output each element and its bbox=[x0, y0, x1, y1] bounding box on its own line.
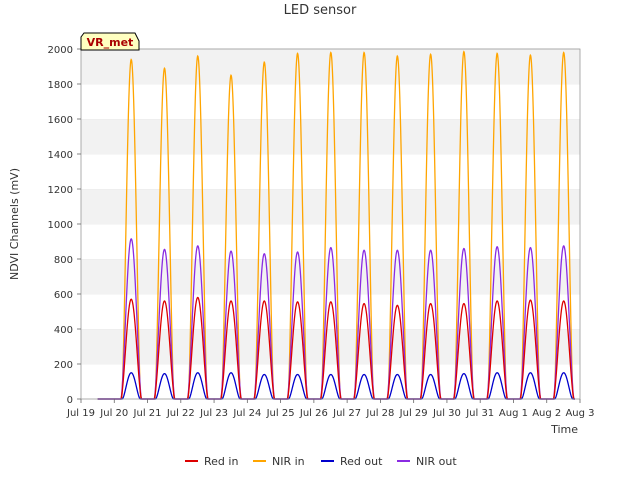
grid-bands bbox=[81, 48, 580, 399]
y-tick-label: 1800 bbox=[48, 80, 73, 91]
grid-band bbox=[81, 364, 580, 399]
x-tick-label: Jul 25 bbox=[266, 408, 295, 419]
x-tick-label: Jul 22 bbox=[166, 408, 195, 419]
y-tick-label: 200 bbox=[54, 360, 73, 371]
x-tick-label: Aug 2 bbox=[532, 408, 561, 419]
grid-band bbox=[81, 154, 580, 189]
x-tick-label: Jul 31 bbox=[465, 408, 494, 419]
x-tick-label: Jul 27 bbox=[332, 408, 361, 419]
x-tick-label: Jul 26 bbox=[299, 408, 328, 419]
y-tick-label: 1200 bbox=[48, 185, 73, 196]
y-tick-label: 1000 bbox=[48, 220, 73, 231]
x-tick-label: Jul 21 bbox=[133, 408, 162, 419]
annotation-box bbox=[80, 32, 140, 51]
legend-label: NIR out bbox=[416, 455, 457, 468]
annotation-text: VR_met bbox=[87, 36, 134, 49]
y-tick-label: 1400 bbox=[48, 150, 73, 161]
grid-band bbox=[81, 294, 580, 329]
x-axis-label: Time bbox=[550, 423, 578, 436]
y-axis: 0 200 400 600 800 1000 1200 1400 1600 1800 2000 bbox=[48, 45, 81, 406]
annotation-badge: VR_met bbox=[80, 32, 140, 51]
x-tick-label: Jul 23 bbox=[199, 408, 228, 419]
legend-label: Red in bbox=[204, 455, 238, 468]
legend-label: NIR in bbox=[272, 455, 305, 468]
y-tick-label: 800 bbox=[54, 255, 73, 266]
y-tick-label: 2000 bbox=[48, 45, 73, 56]
y-axis-label: NDVI Channels (mV) bbox=[8, 168, 21, 280]
grid-band bbox=[81, 84, 580, 119]
x-tick-label: Jul 19 bbox=[66, 408, 95, 419]
x-tick-label: Jul 24 bbox=[232, 408, 261, 419]
y-tick-label: 400 bbox=[54, 325, 73, 336]
x-tick-label: Aug 3 bbox=[565, 408, 594, 419]
grid-band bbox=[81, 119, 580, 154]
grid-band bbox=[81, 329, 580, 364]
legend-label: Red out bbox=[340, 455, 383, 468]
grid-band bbox=[81, 259, 580, 294]
x-tick-label: Aug 1 bbox=[499, 408, 528, 419]
y-tick-label: 1600 bbox=[48, 115, 73, 126]
y-tick-label: 0 bbox=[67, 395, 73, 406]
x-axis: Jul 19 Jul 20 Jul 21 Jul 22 Jul 23 Jul 24 Jul … bbox=[66, 399, 595, 419]
grid-band bbox=[81, 224, 580, 259]
x-tick-label: Jul 20 bbox=[99, 408, 128, 419]
x-tick-label: Jul 30 bbox=[432, 408, 461, 419]
x-tick-label: Jul 29 bbox=[399, 408, 428, 419]
x-tick-label: Jul 28 bbox=[365, 408, 394, 419]
legend: Red in NIR in Red out NIR out bbox=[185, 455, 457, 468]
chart-title: LED sensor bbox=[284, 3, 357, 18]
grid-band bbox=[81, 189, 580, 224]
y-tick-label: 600 bbox=[54, 290, 73, 301]
